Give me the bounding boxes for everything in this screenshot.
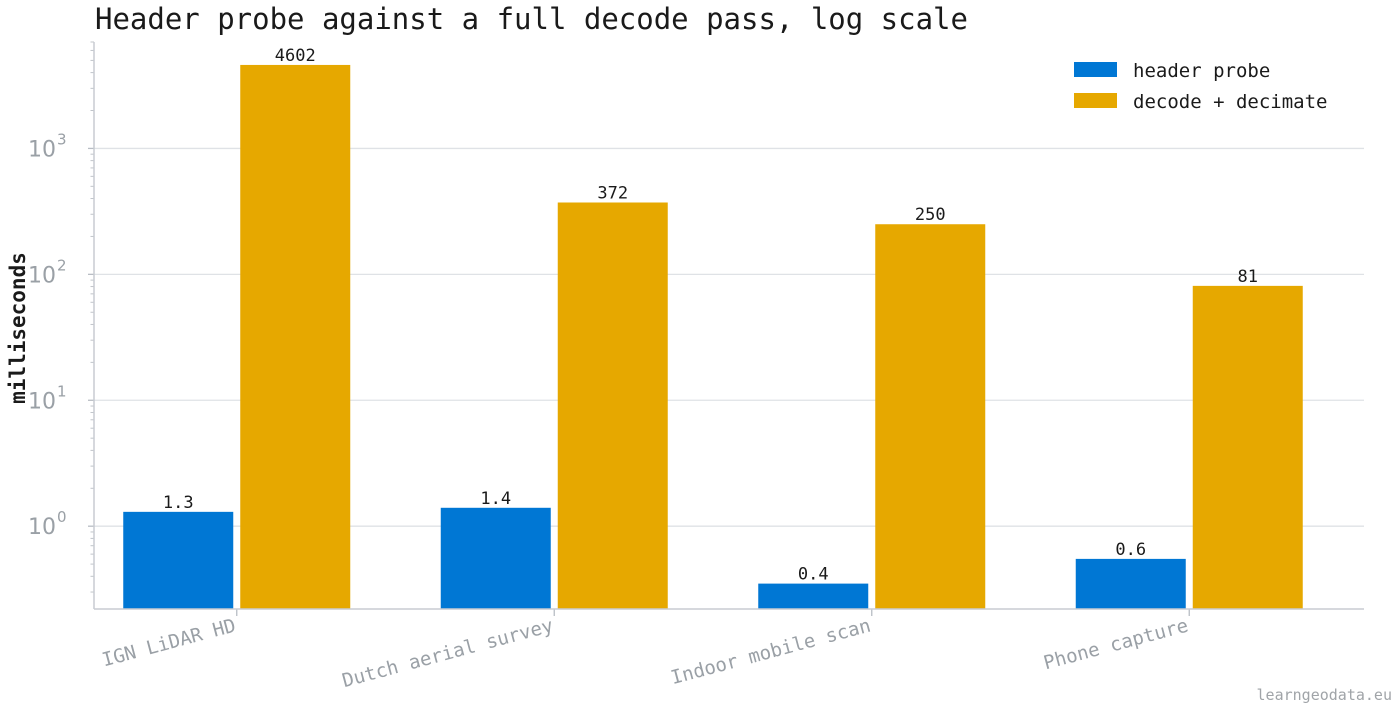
bar xyxy=(440,507,551,609)
data-label: 372 xyxy=(597,183,628,203)
bar xyxy=(1075,558,1186,609)
data-label: 81 xyxy=(1238,267,1258,287)
x-tick-label: Indoor mobile scan xyxy=(668,615,873,690)
bar xyxy=(758,583,869,609)
legend-label: header probe xyxy=(1133,60,1270,82)
y-tick-label: 10 xyxy=(28,389,56,414)
data-labels: 1.3 4602 1.4 372 0.4 250 0.6 81 xyxy=(163,46,1258,585)
x-tick-label: IGN LiDAR HD xyxy=(100,615,238,672)
bar xyxy=(240,64,351,609)
bar xyxy=(875,224,986,609)
bar xyxy=(123,511,234,609)
data-label: 250 xyxy=(915,205,946,225)
watermark: learngeodata.eu xyxy=(1257,686,1392,704)
legend: header probe decode + decimate xyxy=(1074,60,1327,113)
y-tick-label: 10 xyxy=(28,515,56,540)
bar xyxy=(557,202,668,609)
y-tick-exponent: 3 xyxy=(57,130,67,148)
data-label: 1.4 xyxy=(480,489,511,509)
data-label: 4602 xyxy=(275,46,316,66)
legend-swatch xyxy=(1074,93,1117,108)
data-label: 0.6 xyxy=(1115,540,1146,560)
legend-swatch xyxy=(1074,62,1117,77)
y-axis-label: milliseconds xyxy=(6,252,30,404)
y-tick-label: 10 xyxy=(28,263,56,288)
y-tick-exponent: 0 xyxy=(57,508,67,526)
minor-ticks xyxy=(88,41,94,593)
x-tick-label: Phone capture xyxy=(1041,615,1190,675)
bars xyxy=(123,64,1303,609)
data-label: 0.4 xyxy=(798,565,829,585)
y-tick-label: 10 xyxy=(28,137,56,162)
bar xyxy=(1192,285,1303,609)
data-label: 1.3 xyxy=(163,493,194,513)
legend-label: decode + decimate xyxy=(1133,91,1327,113)
y-tick-exponent: 1 xyxy=(57,382,67,400)
x-tick-label: Dutch aerial survey xyxy=(340,615,556,693)
chart-title: Header probe against a full decode pass,… xyxy=(95,2,968,36)
x-tick-labels: IGN LiDAR HD Dutch aerial survey Indoor mo… xyxy=(100,609,1191,692)
y-tick-exponent: 2 xyxy=(57,256,67,274)
